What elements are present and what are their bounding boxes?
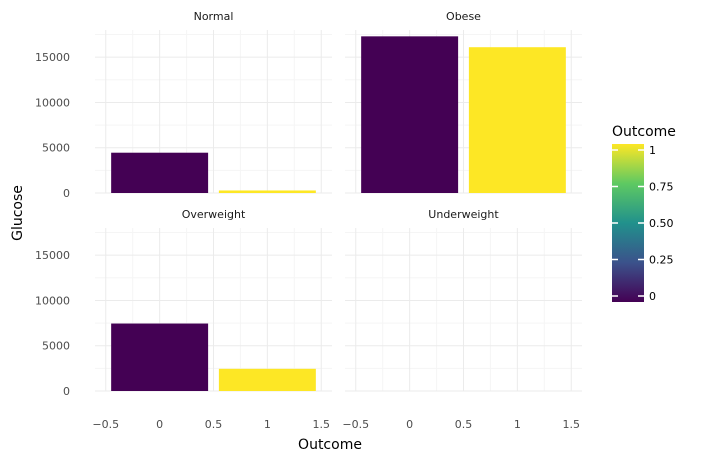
y-tick-label: 0 bbox=[63, 385, 70, 398]
legend-label: 0.75 bbox=[649, 181, 674, 194]
facet-panels: Normal Obese Overweight Underweight bbox=[95, 10, 582, 392]
legend-ticks: 1 0.75 0.50 0.25 0 bbox=[612, 144, 674, 303]
legend-title: Outcome bbox=[612, 124, 676, 140]
y-axis-title: Glucose bbox=[10, 185, 26, 241]
x-tick-label: 0.5 bbox=[455, 418, 473, 431]
facet-panel: Overweight bbox=[95, 208, 332, 392]
bar bbox=[111, 152, 209, 193]
facet-panel: Obese bbox=[345, 10, 582, 194]
legend-label: 0.25 bbox=[649, 254, 674, 267]
y-tick-label: 10000 bbox=[35, 294, 70, 307]
facet-panel: Normal bbox=[95, 10, 332, 194]
bar bbox=[218, 368, 316, 391]
x-tick-label: 1.5 bbox=[312, 418, 330, 431]
x-tick-label: −0.5 bbox=[342, 418, 369, 431]
facet-strip-label: Overweight bbox=[182, 208, 246, 221]
y-tick-label: 10000 bbox=[35, 96, 70, 109]
x-tick-label: −0.5 bbox=[92, 418, 119, 431]
x-tick-label: 0 bbox=[406, 418, 413, 431]
legend-label: 1 bbox=[649, 144, 656, 157]
y-tick-label: 15000 bbox=[35, 249, 70, 262]
x-tick-label: 1 bbox=[514, 418, 521, 431]
facet-strip-label: Underweight bbox=[428, 208, 499, 221]
legend-label: 0.50 bbox=[649, 217, 674, 230]
bar bbox=[361, 36, 459, 193]
axes: 0 5000 10000 15000 0 5000 10000 15000 −0.5 0 0.5 1 1… bbox=[35, 51, 580, 431]
y-tick-label: 5000 bbox=[42, 142, 70, 155]
facet-strip-label: Normal bbox=[194, 10, 234, 23]
facet-panel: Underweight bbox=[345, 208, 582, 392]
bar bbox=[468, 47, 566, 194]
x-axis-title: Outcome bbox=[298, 437, 362, 453]
bar bbox=[218, 190, 316, 193]
y-tick-label: 0 bbox=[63, 187, 70, 200]
x-tick-label: 0.5 bbox=[205, 418, 223, 431]
legend-label: 0 bbox=[649, 290, 656, 303]
x-tick-label: 0 bbox=[156, 418, 163, 431]
y-tick-label: 5000 bbox=[42, 340, 70, 353]
y-tick-label: 15000 bbox=[35, 51, 70, 64]
x-tick-label: 1 bbox=[264, 418, 271, 431]
facet-strip-label: Obese bbox=[446, 10, 481, 23]
x-tick-label: 1.5 bbox=[562, 418, 580, 431]
legend: Outcome 1 0.75 0.50 0.25 0 bbox=[612, 124, 676, 303]
bar bbox=[111, 323, 209, 391]
